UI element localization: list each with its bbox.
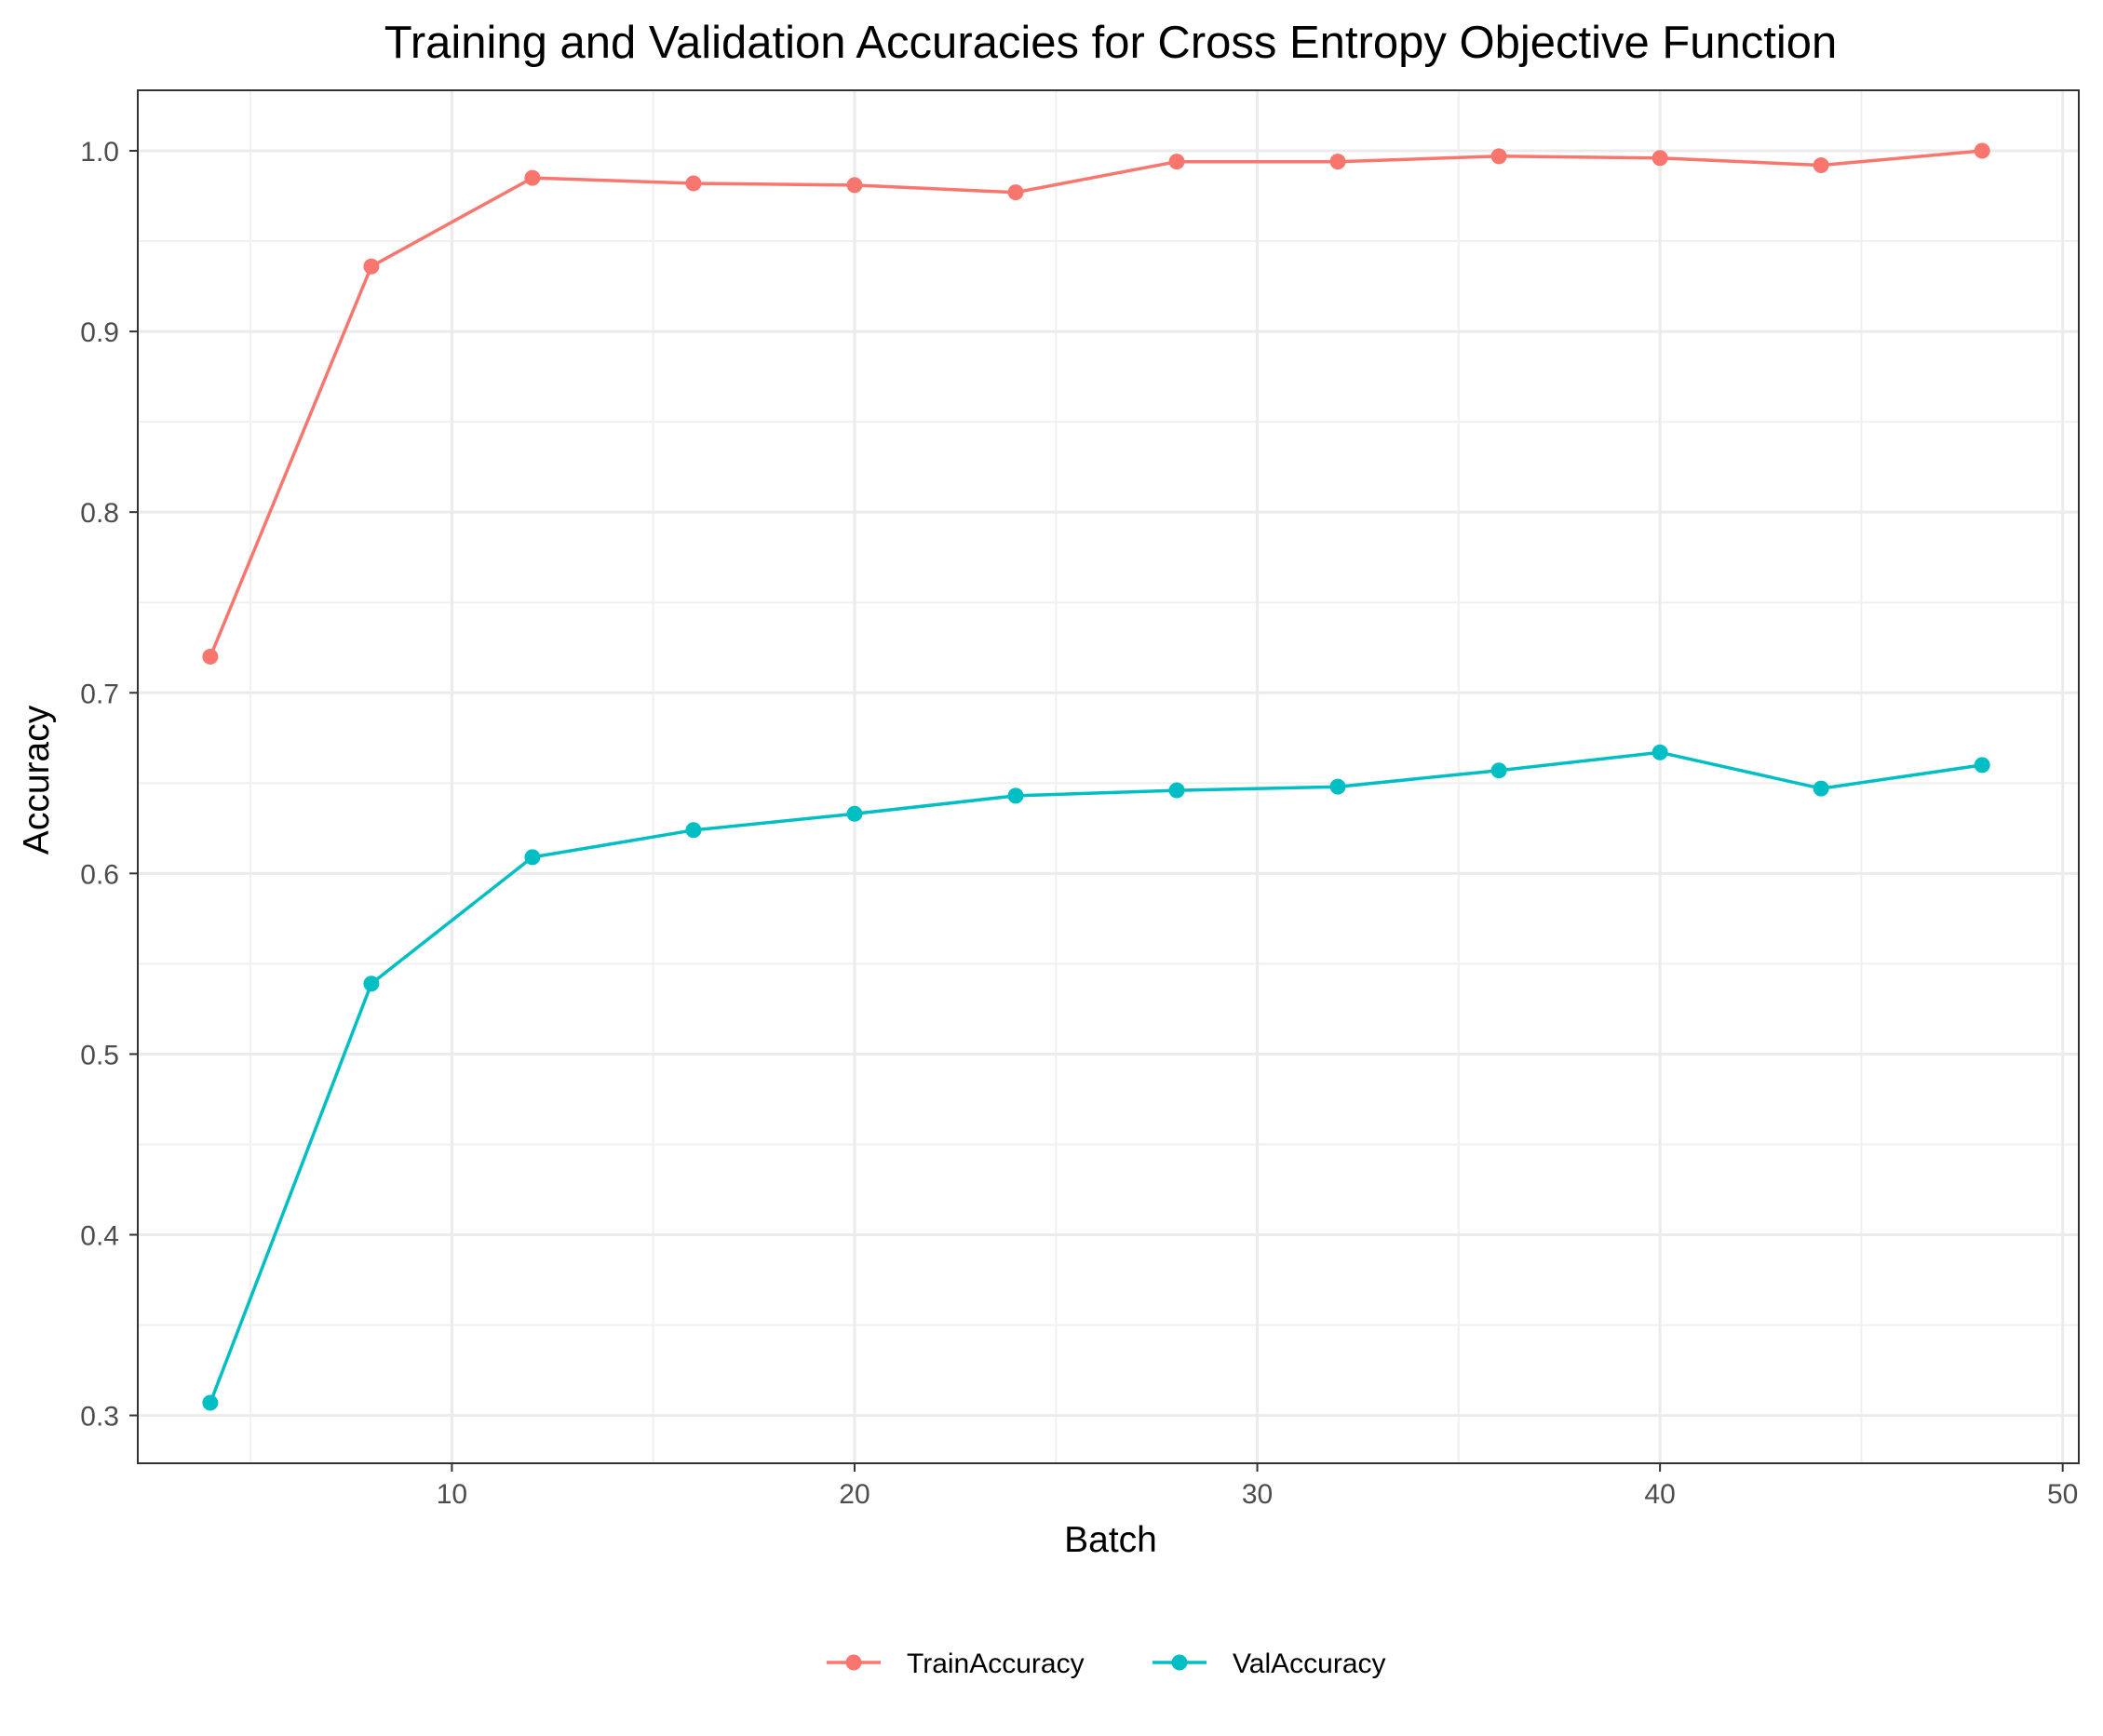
- y-tick-label: 0.5: [80, 1040, 119, 1070]
- x-tick-label: 20: [839, 1479, 870, 1510]
- data-point-ValAccuracy: [1168, 782, 1185, 799]
- x-axis-title: Batch: [1064, 1520, 1157, 1560]
- data-point-TrainAccuracy: [1168, 154, 1185, 170]
- y-tick-label: 1.0: [80, 137, 119, 168]
- legend-label-TrainAccuracy: TrainAccuracy: [907, 1649, 1085, 1679]
- x-tick-label: 10: [437, 1479, 467, 1510]
- data-point-ValAccuracy: [363, 976, 380, 992]
- data-point-TrainAccuracy: [685, 175, 702, 192]
- x-tick-label: 30: [1242, 1479, 1273, 1510]
- data-point-TrainAccuracy: [363, 258, 380, 275]
- data-point-ValAccuracy: [685, 822, 702, 839]
- data-point-ValAccuracy: [1329, 778, 1346, 795]
- data-point-ValAccuracy: [1490, 762, 1507, 779]
- data-point-ValAccuracy: [1651, 744, 1668, 760]
- x-tick-label: 50: [2047, 1479, 2078, 1510]
- y-tick-label: 0.4: [80, 1220, 119, 1251]
- legend: TrainAccuracy ValAccuracy: [827, 1649, 1386, 1679]
- y-tick-label: 0.6: [80, 859, 119, 890]
- data-point-TrainAccuracy: [202, 648, 219, 665]
- grid: [138, 90, 2079, 1463]
- y-tick-label: 0.9: [80, 317, 119, 348]
- y-tick-label: 0.7: [80, 679, 119, 709]
- data-point-ValAccuracy: [202, 1394, 219, 1411]
- series-layer: [202, 142, 1990, 1411]
- data-point-TrainAccuracy: [1651, 150, 1668, 167]
- chart-title: Training and Validation Accuracies for C…: [384, 18, 1838, 68]
- legend-key-point: [845, 1654, 862, 1671]
- data-point-ValAccuracy: [1813, 780, 1829, 797]
- legend-key-point: [1171, 1654, 1188, 1671]
- data-point-ValAccuracy: [1974, 757, 1990, 774]
- y-tick-label: 0.8: [80, 498, 119, 529]
- legend-label-ValAccuracy: ValAccuracy: [1233, 1649, 1386, 1679]
- series-line-TrainAccuracy: [209, 149, 1983, 658]
- data-point-TrainAccuracy: [1007, 184, 1024, 201]
- data-point-ValAccuracy: [1007, 787, 1024, 804]
- series-line-ValAccuracy: [209, 750, 1983, 1404]
- axis-ticks: 10 20 30 40 50 0.3 0.4 0.5 0.6 0.7 0.8 0.9 1.0: [80, 137, 2078, 1510]
- data-point-TrainAccuracy: [1813, 157, 1829, 174]
- y-tick-label: 0.3: [80, 1402, 119, 1433]
- data-point-TrainAccuracy: [846, 177, 863, 194]
- data-point-TrainAccuracy: [1329, 154, 1346, 170]
- x-tick-label: 40: [1644, 1479, 1675, 1510]
- data-point-TrainAccuracy: [1974, 142, 1990, 159]
- y-axis-title: Accuracy: [17, 705, 57, 855]
- data-point-ValAccuracy: [524, 849, 541, 866]
- data-point-TrainAccuracy: [524, 169, 541, 186]
- data-point-ValAccuracy: [846, 805, 863, 822]
- data-point-TrainAccuracy: [1490, 148, 1507, 165]
- plot-panel-border: [137, 89, 2080, 1464]
